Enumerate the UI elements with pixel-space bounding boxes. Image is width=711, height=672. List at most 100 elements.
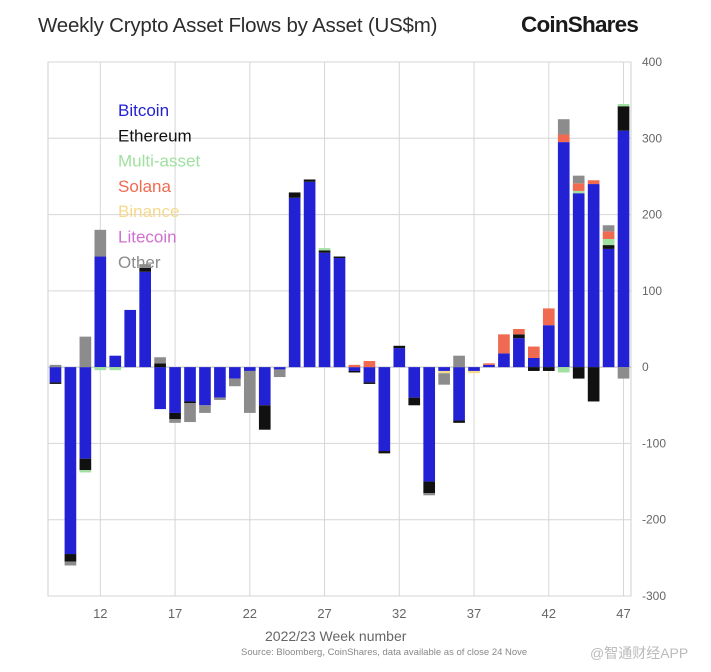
legend-entry: Litecoin (118, 228, 177, 247)
legend-entry: Solana (118, 177, 171, 196)
legend-entry: Bitcoin (118, 101, 169, 120)
bar-segment-ethereum (602, 245, 615, 249)
y-tick-label: 300 (642, 131, 662, 145)
bar-segment-solana (348, 364, 361, 368)
bar-segment-bitcoin (229, 367, 241, 379)
bar-segment-bitcoin (587, 184, 600, 368)
bar-segment-bitcoin (378, 367, 391, 452)
bar-segment-bitcoin (602, 248, 615, 368)
legend-entry: Other (118, 253, 161, 272)
x-tick-label: 27 (317, 606, 331, 621)
y-tick-label: -100 (642, 436, 666, 450)
legend-entry: Ethereum (118, 126, 192, 145)
bar-segment-multi-asset (572, 190, 585, 194)
bar-segment-solana (528, 346, 540, 358)
x-tick-label: 37 (467, 606, 481, 621)
bar-segment-other (572, 175, 585, 184)
bar-segment-ethereum (154, 363, 166, 368)
bar-segment-bitcoin (318, 252, 331, 368)
legend-entry: Binance (118, 202, 179, 221)
bar-segment-ethereum (139, 267, 151, 272)
bar-segment-bitcoin (542, 325, 555, 368)
bar-segment-ethereum (408, 397, 421, 406)
bar-segment-ethereum (363, 382, 376, 384)
bar-segment-other (214, 397, 226, 400)
bar-segment-bitcoin (64, 367, 77, 555)
bar-segment-multi-asset (617, 103, 630, 107)
bar-segment-ethereum (572, 367, 585, 379)
bar-segment-multi-asset (94, 367, 107, 371)
bar-segment-bitcoin (214, 367, 226, 398)
bar-segment-bitcoin (513, 338, 525, 368)
bar-segment-bitcoin (273, 367, 286, 370)
bar-segment-solana (572, 183, 585, 191)
x-tick-label: 32 (392, 606, 406, 621)
bar-segment-other (557, 119, 570, 135)
bar-segment-other (273, 369, 286, 378)
bar-segment-bitcoin (184, 367, 196, 402)
bar-segment-bitcoin (124, 309, 137, 368)
bar-segment-other (199, 405, 211, 413)
bar-segment-ethereum (169, 412, 181, 420)
bar-segment-other (169, 419, 181, 423)
bar-segment-bitcoin (363, 367, 376, 383)
bar-segment-other (139, 264, 151, 268)
bar-segment-bitcoin (348, 367, 361, 371)
bar-segment-ethereum (318, 250, 331, 253)
bar-segment-ethereum (333, 256, 346, 259)
bar-segment-other (79, 336, 92, 368)
bar-segment-bitcoin (303, 181, 316, 368)
bar-segment-bitcoin (169, 367, 181, 413)
bar-segment-ethereum (303, 179, 316, 182)
bar-segment-other (423, 493, 436, 496)
bar-segment-bitcoin (617, 130, 630, 368)
bar-segment-ethereum (49, 382, 62, 384)
bar-segment-other (602, 225, 615, 232)
bar-segment-bitcoin (139, 271, 151, 368)
y-tick-label: 200 (642, 208, 662, 222)
bar-segment-bitcoin (468, 367, 480, 371)
bar-segment-other (617, 367, 630, 379)
bar-segment-bitcoin (423, 367, 436, 482)
x-tick-label: 12 (93, 606, 107, 621)
bar-segment-solana (513, 329, 525, 335)
bar-segment-bitcoin (408, 367, 421, 398)
bar-segment-solana (498, 334, 510, 354)
bar-segment-ethereum (617, 106, 630, 131)
bar-segment-solana (542, 308, 555, 326)
bar-segment-ethereum (258, 405, 271, 430)
bar-segment-bitcoin (498, 353, 510, 368)
bar-segment-solana (557, 134, 570, 143)
bar-segment-other (154, 357, 166, 364)
bar-segment-ethereum (184, 401, 196, 403)
bar-segment-other (94, 229, 107, 257)
bar-segment-bitcoin (109, 355, 122, 368)
brand-logo: CoinShares (521, 12, 639, 37)
bar-segment-solana (587, 180, 600, 185)
bar-segment-solana (483, 363, 495, 365)
bar-segment-bitcoin (258, 367, 271, 406)
bar-segment-bitcoin (528, 357, 540, 368)
bar-segment-multi-asset (602, 238, 615, 246)
bar-segment-other (453, 355, 465, 368)
bar-segment-bitcoin (288, 197, 301, 368)
bar-segment-bitcoin (572, 193, 585, 368)
bar-segment-multi-asset (557, 367, 570, 373)
bar-segment-ethereum (64, 554, 77, 562)
bar-segment-ethereum (528, 367, 540, 371)
x-tick-label: 47 (616, 606, 630, 621)
bar-segment-bitcoin (94, 256, 107, 368)
bar-segment-ethereum (513, 334, 525, 339)
bar-segment-solana (602, 231, 615, 239)
bar-segment-bitcoin (243, 367, 256, 371)
bar-segment-ethereum (288, 192, 301, 198)
chart-title: Weekly Crypto Asset Flows by Asset (US$m… (38, 14, 438, 37)
bar-segment-bitcoin (557, 142, 570, 368)
y-tick-label: 100 (642, 284, 662, 298)
bar-segment-ethereum (587, 367, 600, 402)
bar-segment-other (64, 561, 77, 566)
bar-segment-ethereum (453, 420, 465, 423)
bar-segment-bitcoin (199, 367, 211, 406)
bar-segment-binance (438, 370, 450, 374)
